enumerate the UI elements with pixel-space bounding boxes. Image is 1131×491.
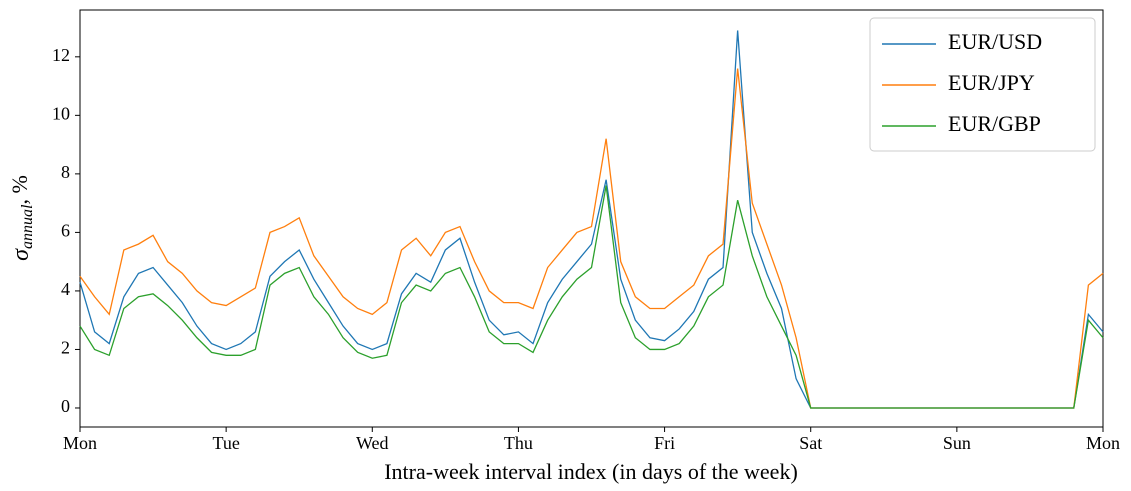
- legend-label: EUR/GBP: [948, 111, 1041, 136]
- x-tick-label: Sun: [943, 433, 971, 453]
- y-tick-label: 2: [61, 338, 70, 358]
- legend-label: EUR/USD: [948, 29, 1042, 54]
- x-tick-label: Tue: [212, 433, 239, 453]
- y-tick-label: 12: [52, 45, 70, 65]
- y-label-subscript: annual: [19, 204, 36, 249]
- y-tick-label: 6: [61, 221, 70, 241]
- x-tick-label: Wed: [356, 433, 389, 453]
- y-tick-label: 0: [61, 396, 70, 416]
- data-line: [79, 185, 1104, 409]
- y-axis-label: σannual, %: [7, 175, 36, 261]
- x-tick-label: Sat: [799, 433, 822, 453]
- legend-label: EUR/JPY: [948, 70, 1035, 95]
- y-tick-label: 8: [61, 162, 70, 182]
- y-label-symbol: σ: [8, 248, 34, 261]
- y-tick-label: 4: [61, 279, 70, 299]
- legend-frame: [869, 17, 1096, 152]
- x-tick-label: Mon: [63, 433, 97, 453]
- legend: EUR/USD EUR/JPY EUR/GBP: [869, 17, 1096, 152]
- plot-frame: [79, 9, 1104, 428]
- x-tick-label: Mon: [1086, 433, 1120, 453]
- x-tick-label: Thu: [504, 433, 533, 453]
- x-axis-label: Intra-week interval index (in days of th…: [384, 459, 798, 484]
- y-tick-label: 10: [52, 103, 70, 123]
- x-tick-label: Fri: [654, 433, 675, 453]
- y-label-unit: , %: [7, 175, 32, 204]
